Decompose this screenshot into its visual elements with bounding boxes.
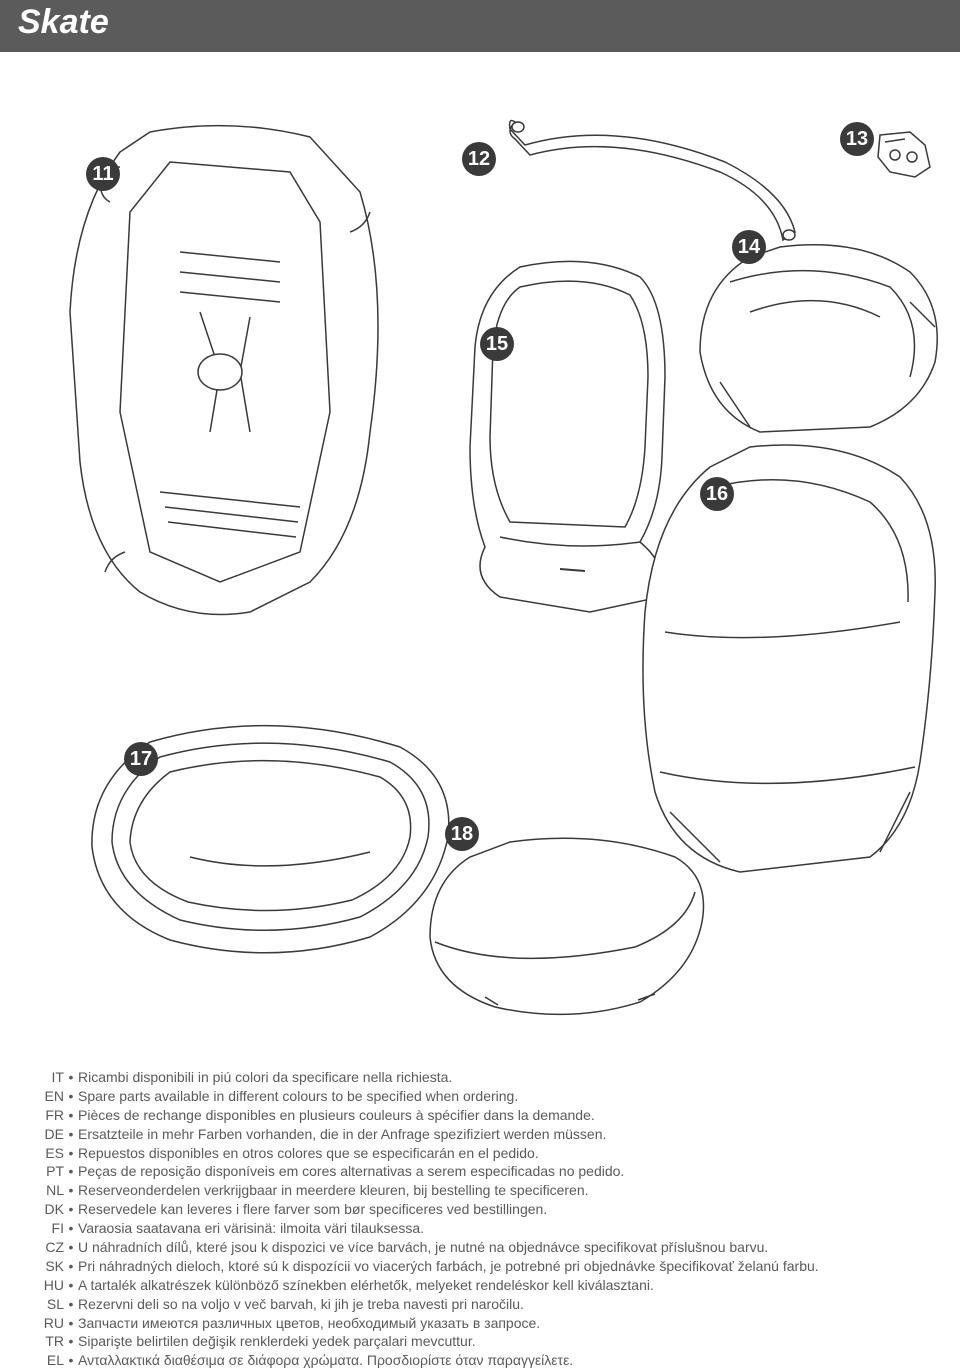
lang-code: RU [28, 1314, 64, 1333]
note-row: SL•Rezervni deli so na voljo v več barva… [28, 1295, 948, 1314]
page-title: Skate [0, 0, 960, 52]
lang-code: FR [28, 1106, 64, 1125]
note-text: Spare parts available in different colou… [78, 1087, 948, 1106]
part-16-footmuff [620, 432, 950, 882]
lang-code: TR [28, 1332, 64, 1351]
note-text: U náhradních dílů, které jsou k dispozic… [78, 1238, 948, 1257]
note-row: RU•Запчасти имеются различных цветов, не… [28, 1314, 948, 1333]
note-row: DE•Ersatzteile in mehr Farben vorhanden,… [28, 1125, 948, 1144]
callout-16: 16 [700, 477, 734, 511]
note-text: Siparişte belirtilen değişik renklerdeki… [78, 1332, 948, 1351]
note-text: Ανταλλακτικά διαθέσιμα σε διάφορα χρώματ… [78, 1351, 948, 1370]
note-text: A tartalék alkatrészek különböző színekb… [78, 1276, 948, 1295]
lang-code: SL [28, 1295, 64, 1314]
part-18-pad [410, 822, 720, 1032]
lang-code: EN [28, 1087, 64, 1106]
note-text: Peças de reposição disponíveis em cores … [78, 1162, 948, 1181]
multilingual-notes: IT•Ricambi disponibili in piú colori da … [28, 1068, 948, 1370]
note-row: TR•Siparişte belirtilen değişik renklerd… [28, 1332, 948, 1351]
note-text: Rezervni deli so na voljo v več barvah, … [78, 1295, 948, 1314]
note-row: ES•Repuestos disponibles en otros colore… [28, 1144, 948, 1163]
callout-18: 18 [445, 817, 479, 851]
note-row: EL•Ανταλλακτικά διαθέσιμα σε διάφορα χρώ… [28, 1351, 948, 1370]
note-row: PT•Peças de reposição disponíveis em cor… [28, 1162, 948, 1181]
note-text: Ersatzteile in mehr Farben vorhanden, di… [78, 1125, 948, 1144]
lang-code: HU [28, 1276, 64, 1295]
note-row: IT•Ricambi disponibili in piú colori da … [28, 1068, 948, 1087]
lang-code: EL [28, 1351, 64, 1370]
lang-code: CZ [28, 1238, 64, 1257]
lang-code: DE [28, 1125, 64, 1144]
callout-15: 15 [480, 327, 514, 361]
callout-14: 14 [732, 230, 766, 264]
note-text: Ricambi disponibili in piú colori da spe… [78, 1068, 948, 1087]
note-row: CZ•U náhradních dílů, které jsou k dispo… [28, 1238, 948, 1257]
note-text: Pri náhradných dieloch, ktoré sú k dispo… [78, 1257, 948, 1276]
note-row: FR•Pièces de rechange disponibles en plu… [28, 1106, 948, 1125]
lang-code: PT [28, 1162, 64, 1181]
note-text: Reserveonderdelen verkrijgbaar in meerde… [78, 1181, 948, 1200]
callout-17: 17 [124, 742, 158, 776]
lang-code: SK [28, 1257, 64, 1276]
note-row: SK•Pri náhradných dieloch, ktoré sú k di… [28, 1257, 948, 1276]
lang-code: DK [28, 1200, 64, 1219]
lang-code: NL [28, 1181, 64, 1200]
part-14-canopy [680, 232, 950, 442]
lang-code: FI [28, 1219, 64, 1238]
parts-diagram: 11 12 13 14 15 16 17 18 [0, 52, 960, 1064]
note-text: Запчасти имеются различных цветов, необх… [78, 1314, 948, 1333]
lang-code: ES [28, 1144, 64, 1163]
part-12-bumper-bar [495, 107, 815, 247]
callout-11: 11 [86, 157, 120, 191]
note-row: NL•Reserveonderdelen verkrijgbaar in mee… [28, 1181, 948, 1200]
note-text: Pièces de rechange disponibles en plusie… [78, 1106, 948, 1125]
callout-13: 13 [840, 122, 874, 156]
note-row: FI•Varaosia saatavana eri värisinä: ilmo… [28, 1219, 948, 1238]
note-row: HU•A tartalék alkatrészek különböző szín… [28, 1276, 948, 1295]
note-text: Repuestos disponibles en otros colores q… [78, 1144, 948, 1163]
callout-12: 12 [462, 142, 496, 176]
note-text: Reservedele kan leveres i flere farver s… [78, 1200, 948, 1219]
lang-code: IT [28, 1068, 64, 1087]
note-text: Varaosia saatavana eri värisinä: ilmoita… [78, 1219, 948, 1238]
part-13-connector [870, 127, 940, 187]
note-row: EN•Spare parts available in different co… [28, 1087, 948, 1106]
note-row: DK•Reservedele kan leveres i flere farve… [28, 1200, 948, 1219]
